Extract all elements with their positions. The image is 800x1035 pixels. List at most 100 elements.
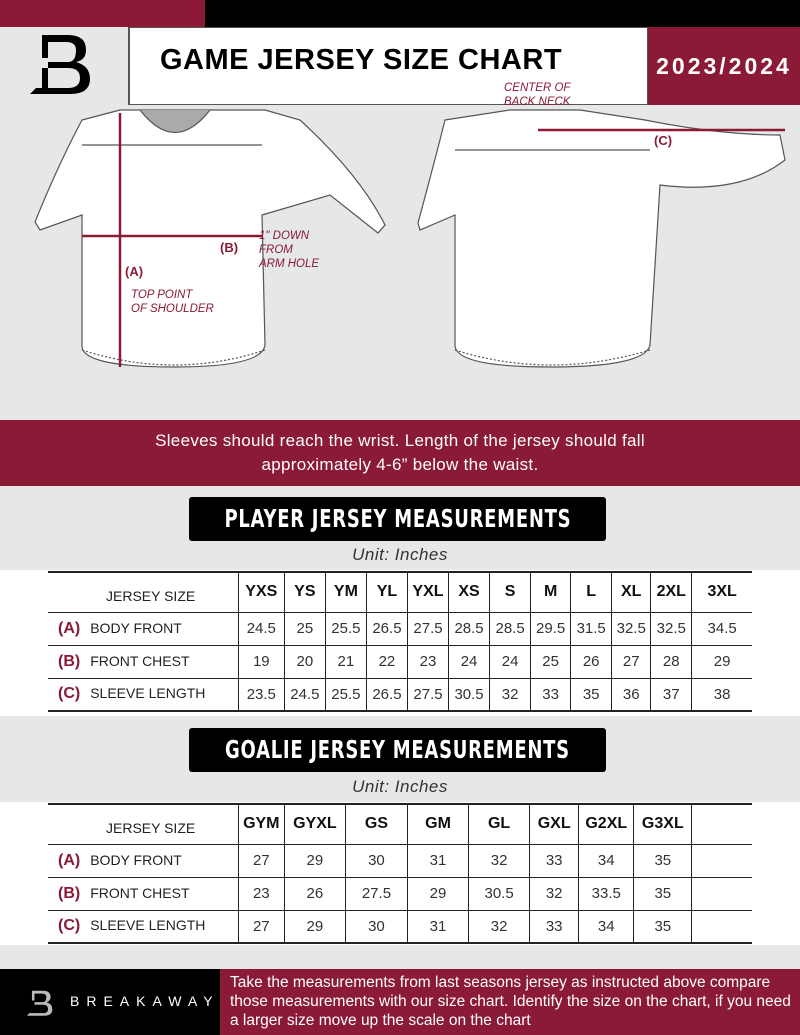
size-header-cell: GYM [237, 803, 285, 845]
table-row: (B) FRONT CHEST 23 26 27.5 29 30.5 32 33.5 35 [48, 876, 752, 911]
value-cell: 23 [237, 876, 285, 911]
value-cell [691, 843, 752, 878]
label-c: (C) [654, 133, 673, 148]
value-cell: 25 [530, 644, 572, 679]
top-accent-bar [0, 0, 205, 27]
goalie-unit-label: Unit: Inches [352, 777, 448, 796]
value-cell: 30.5 [448, 677, 491, 712]
jersey-size-header: JERSEY SIZE [48, 571, 239, 613]
value-cell: 27 [237, 843, 285, 878]
value-cell: 32.5 [650, 611, 693, 646]
size-header-cell: YXL [406, 571, 450, 613]
footer-logo-icon [26, 990, 53, 1016]
value-cell: 20 [283, 644, 326, 679]
footer-instructions: Take the measurements from last seasons … [220, 969, 800, 1035]
value-cell: 19 [237, 644, 285, 679]
value-cell: 35 [633, 876, 693, 911]
value-cell: 35 [633, 909, 693, 944]
label-a-description: TOP POINT OF SHOULDER [131, 289, 214, 315]
value-cell: 25.5 [324, 611, 367, 646]
value-cell: 36 [611, 677, 652, 712]
value-cell: 28.5 [448, 611, 491, 646]
size-header-cell: YM [324, 571, 367, 613]
value-cell: 32 [468, 909, 531, 944]
top-black-bar [205, 0, 800, 27]
table-row: (C) SLEEVE LENGTH 27 29 30 31 32 33 34 35 [48, 909, 752, 944]
value-cell: 33.5 [578, 876, 635, 911]
row-letter: (A) [58, 619, 81, 637]
player-section-title-box: PLAYER JERSEY MEASUREMENTS [189, 497, 606, 541]
goalie-section-title: GOALIE JERSEY MEASUREMENTS [225, 735, 570, 764]
table-header-row: JERSEY SIZE YXS YS YM YL YXL XS S M L XL 2XL 3XL [48, 571, 752, 613]
row-label: (C) SLEEVE LENGTH [48, 677, 239, 712]
player-section-title: PLAYER JERSEY MEASUREMENTS [224, 504, 571, 533]
row-label: (C) SLEEVE LENGTH [48, 909, 239, 944]
player-size-table: JERSEY SIZE YXS YS YM YL YXL XS S M L XL 2XL 3XL (A) B… [48, 571, 752, 712]
table-row: (A) BODY FRONT 27 29 30 31 32 33 34 35 [48, 843, 752, 878]
row-measurement: SLEEVE LENGTH [90, 917, 206, 934]
row-measurement: FRONT CHEST [90, 652, 190, 669]
value-cell: 28 [650, 644, 693, 679]
value-cell: 28.5 [489, 611, 532, 646]
row-letter: (B) [58, 884, 81, 902]
size-header-cell: GYXL [283, 803, 346, 845]
value-cell: 29 [691, 644, 752, 679]
row-measurement: FRONT CHEST [90, 884, 190, 901]
size-header-cell: 2XL [650, 571, 693, 613]
label-a: (A) [125, 264, 144, 279]
value-cell: 33 [529, 843, 580, 878]
value-cell: 33 [529, 909, 580, 944]
size-header-cell [691, 803, 752, 845]
value-cell: 23 [406, 644, 450, 679]
size-header-cell: XS [448, 571, 491, 613]
instructions-text: Sleeves should reach the wrist. Length o… [155, 431, 645, 474]
value-cell: 21 [324, 644, 367, 679]
value-cell: 25 [283, 611, 326, 646]
value-cell: 33 [530, 677, 572, 712]
footer-brand-name: BREAKAWAY [70, 993, 220, 1009]
row-measurement: SLEEVE LENGTH [90, 685, 206, 702]
size-header-cell: 3XL [691, 571, 752, 613]
row-letter: (C) [58, 685, 81, 703]
value-cell: 24 [489, 644, 532, 679]
size-header-cell: GL [468, 803, 531, 845]
size-header-cell: G2XL [578, 803, 635, 845]
value-cell: 24 [448, 644, 491, 679]
value-cell: 34 [578, 843, 635, 878]
value-cell: 26 [570, 644, 613, 679]
value-cell: 29.5 [530, 611, 572, 646]
value-cell: 29 [283, 843, 346, 878]
value-cell: 32 [529, 876, 580, 911]
value-cell: 23.5 [237, 677, 285, 712]
value-cell: 32.5 [611, 611, 652, 646]
goalie-section-title-box: GOALIE JERSEY MEASUREMENTS [189, 728, 606, 772]
table-row: (B) FRONT CHEST 19 20 21 22 23 24 24 25 26 27 28 29 [48, 644, 752, 679]
size-header-cell: G3XL [633, 803, 693, 845]
value-cell: 26.5 [365, 611, 408, 646]
value-cell: 32 [468, 843, 531, 878]
row-measurement: BODY FRONT [90, 619, 182, 636]
size-header-cell: GM [406, 803, 470, 845]
size-header-cell: M [530, 571, 572, 613]
value-cell: 24.5 [237, 611, 285, 646]
row-measurement: BODY FRONT [90, 851, 182, 868]
value-cell [691, 909, 752, 944]
size-header-cell: XL [611, 571, 652, 613]
measurement-lines [82, 113, 785, 367]
value-cell: 35 [570, 677, 613, 712]
page-title: GAME JERSEY SIZE CHART [160, 44, 563, 76]
value-cell: 30 [344, 843, 408, 878]
row-letter: (C) [58, 917, 81, 935]
row-label: (B) FRONT CHEST [48, 644, 239, 679]
size-header-cell: YXS [237, 571, 285, 613]
row-label: (B) FRONT CHEST [48, 876, 239, 911]
size-header-cell: YS [283, 571, 326, 613]
player-unit-label: Unit: Inches [352, 545, 448, 564]
value-cell: 34.5 [691, 611, 752, 646]
value-cell: 24.5 [283, 677, 326, 712]
value-cell: 27.5 [344, 876, 408, 911]
jersey-diagram [34, 109, 786, 368]
value-cell [691, 876, 752, 911]
value-cell: 31 [406, 843, 470, 878]
row-label: (A) BODY FRONT [48, 611, 239, 646]
